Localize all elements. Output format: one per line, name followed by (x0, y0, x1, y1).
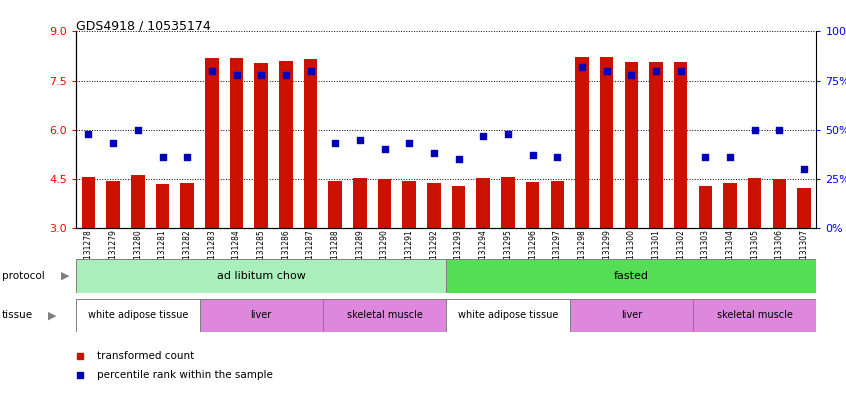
Bar (76, 259, 447, 293)
Point (452, 156, 465, 162)
Bar (180, 183, 194, 228)
Point (378, 146, 392, 152)
Bar (82, 177, 96, 228)
Bar (649, 62, 662, 228)
Text: tissue: tissue (2, 310, 33, 320)
Bar (279, 61, 293, 228)
Bar (452, 186, 465, 228)
Bar (427, 183, 441, 228)
Point (649, 68, 662, 74)
Bar (378, 179, 392, 228)
Point (699, 154, 712, 160)
Bar (476, 178, 490, 228)
Bar (447, 299, 569, 332)
Point (328, 140, 342, 147)
Point (600, 68, 613, 74)
Point (255, 72, 268, 78)
Bar (447, 259, 816, 293)
Bar (107, 181, 120, 228)
Point (230, 72, 244, 78)
Text: liver: liver (250, 310, 272, 320)
Text: skeletal muscle: skeletal muscle (347, 310, 422, 320)
Bar (624, 62, 638, 228)
Bar (323, 299, 447, 332)
Point (353, 136, 366, 143)
Text: white adipose tissue: white adipose tissue (88, 310, 188, 320)
Text: white adipose tissue: white adipose tissue (458, 310, 558, 320)
Text: GDS4918 / 10535174: GDS4918 / 10535174 (76, 20, 211, 33)
Bar (156, 184, 169, 228)
Bar (328, 181, 342, 228)
Point (501, 130, 514, 137)
Point (748, 127, 761, 133)
Bar (131, 175, 145, 228)
Point (476, 132, 490, 139)
Bar (526, 182, 540, 228)
Bar (699, 186, 712, 228)
Text: percentile rank within the sample: percentile rank within the sample (97, 370, 273, 380)
Text: ▶: ▶ (48, 310, 57, 320)
Bar (797, 188, 810, 228)
Point (772, 127, 786, 133)
Bar (501, 176, 514, 228)
Text: liver: liver (621, 310, 642, 320)
Bar (403, 181, 416, 228)
Point (205, 68, 218, 74)
Bar (76, 299, 200, 332)
Point (723, 154, 737, 160)
Point (82, 130, 96, 137)
Point (674, 68, 688, 74)
Bar (551, 182, 564, 228)
Point (319, 273, 332, 279)
Bar (723, 183, 737, 228)
Text: fasted: fasted (614, 271, 649, 281)
Text: transformed count: transformed count (97, 351, 195, 361)
Point (319, 94, 332, 101)
Bar (674, 62, 688, 228)
Bar (772, 179, 786, 228)
Bar (575, 57, 589, 228)
Point (427, 150, 441, 156)
Point (624, 72, 638, 78)
Text: skeletal muscle: skeletal muscle (717, 310, 793, 320)
Bar (255, 62, 268, 228)
Point (403, 140, 416, 147)
Point (131, 127, 145, 133)
Text: ▶: ▶ (61, 271, 69, 281)
Text: ad libitum chow: ad libitum chow (217, 271, 305, 281)
Point (156, 154, 169, 160)
Bar (304, 59, 317, 228)
Text: protocol: protocol (2, 271, 45, 281)
Bar (200, 299, 323, 332)
Point (797, 166, 810, 172)
Bar (205, 58, 218, 228)
Point (551, 154, 564, 160)
Point (180, 154, 194, 160)
Bar (353, 178, 366, 228)
Bar (693, 299, 816, 332)
Point (526, 152, 540, 158)
Point (575, 64, 589, 70)
Bar (569, 299, 693, 332)
Point (107, 140, 120, 147)
Point (304, 68, 317, 74)
Bar (748, 178, 761, 228)
Bar (230, 58, 244, 228)
Point (279, 72, 293, 78)
Bar (600, 57, 613, 228)
